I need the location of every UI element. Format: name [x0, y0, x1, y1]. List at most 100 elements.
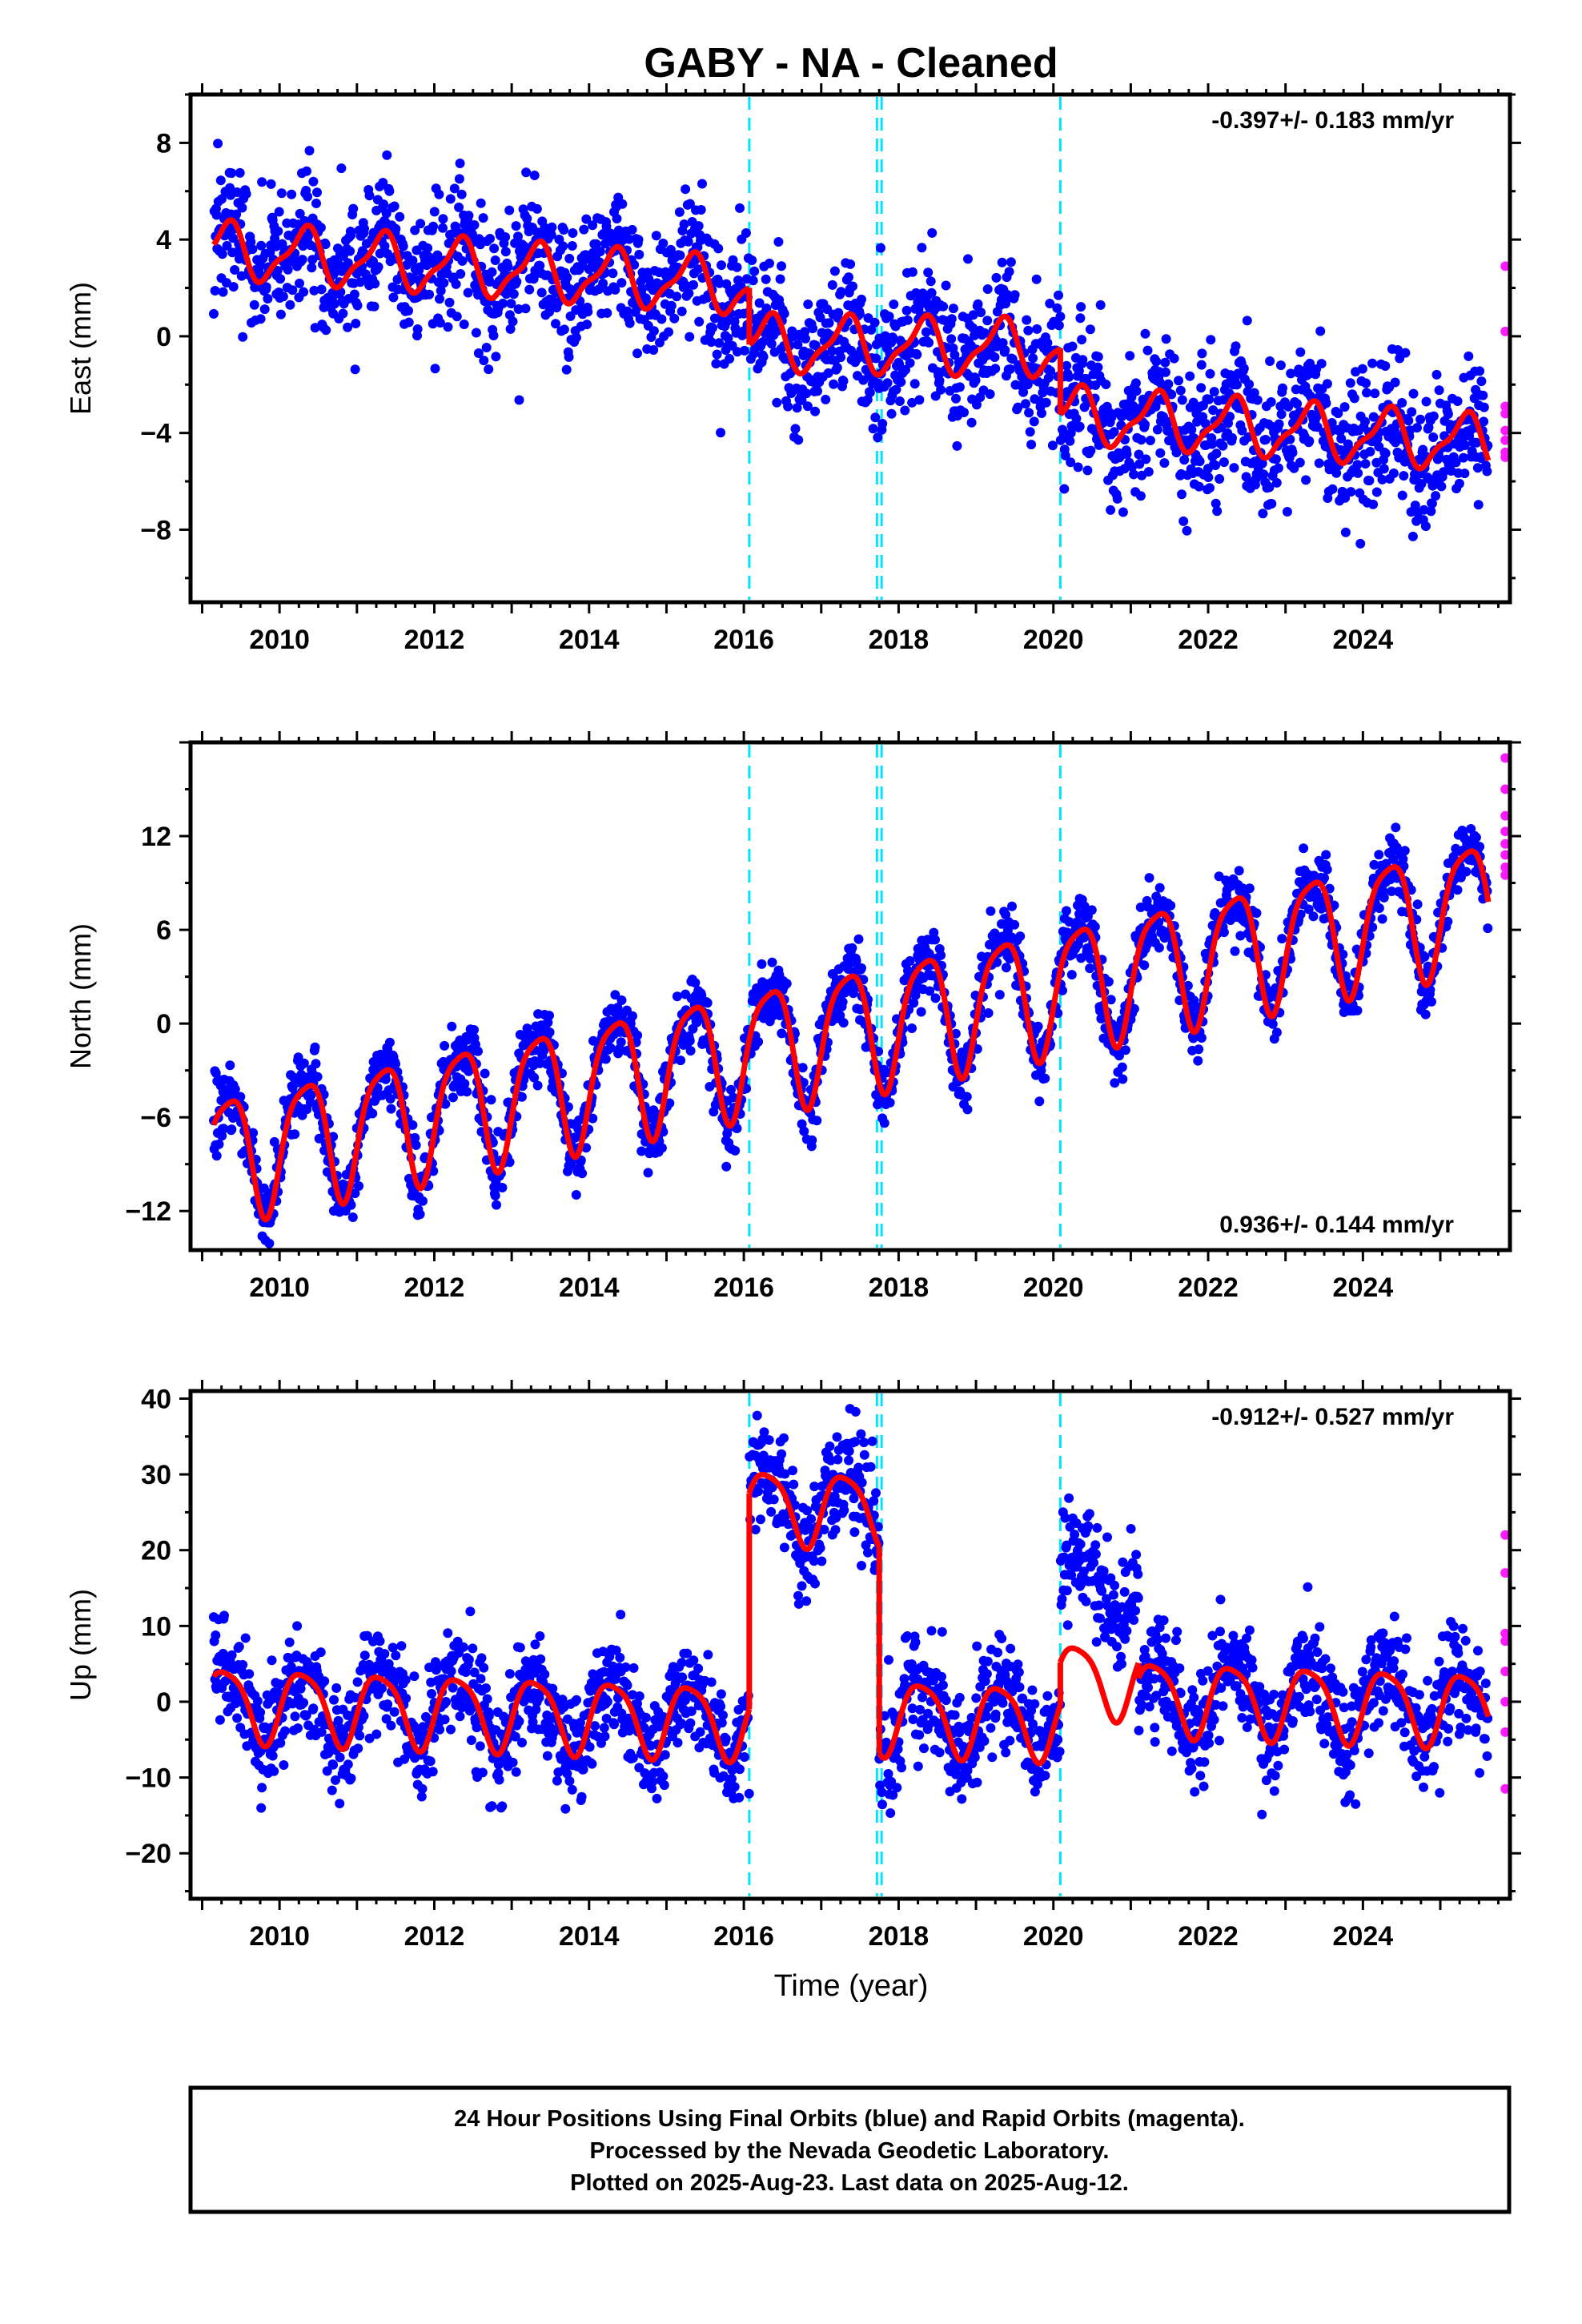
data-point [868, 424, 878, 434]
y-tick-label: −6 [140, 1103, 171, 1133]
data-point [524, 284, 535, 295]
data-point [991, 272, 1002, 283]
data-point [882, 378, 893, 388]
data-point [845, 259, 856, 269]
data-point [1040, 1073, 1050, 1084]
data-point [766, 339, 777, 349]
y-tick-label: 12 [141, 822, 171, 852]
data-point [702, 998, 713, 1008]
data-point [1196, 383, 1207, 393]
data-point [889, 300, 899, 309]
data-point [1169, 353, 1179, 364]
data-point [681, 184, 691, 195]
data-point [946, 334, 957, 344]
data-point [879, 1118, 889, 1128]
data-point [568, 228, 578, 238]
data-point [685, 332, 695, 342]
data-point [1163, 379, 1174, 389]
y-tick-label: 0 [156, 1009, 171, 1039]
data-point [464, 211, 474, 221]
data-point [290, 1129, 300, 1140]
data-point [765, 258, 774, 268]
data-point [1023, 325, 1034, 336]
data-point [739, 345, 749, 356]
data-point [1266, 397, 1276, 407]
data-point [275, 309, 286, 320]
data-point [693, 221, 704, 231]
x-tick-label: 2010 [249, 625, 310, 655]
data-point [1482, 466, 1492, 476]
data-point [456, 269, 466, 279]
data-point [480, 1068, 490, 1079]
data-point [1420, 521, 1431, 532]
data-point [1277, 934, 1287, 944]
data-point [665, 244, 676, 255]
data-point [838, 376, 849, 386]
data-point [1304, 436, 1315, 446]
data-point [1399, 471, 1409, 481]
data-point [713, 243, 724, 254]
data-point [299, 1058, 309, 1068]
panel-east: 2010 2012 2014 2016 2018 2020 2022 2024 −8−4048… [64, 83, 1521, 655]
data-point [767, 957, 777, 967]
data-point [990, 364, 1001, 374]
data-point [1161, 334, 1171, 344]
data-point [869, 317, 880, 328]
data-point [884, 312, 894, 322]
data-point [232, 187, 243, 197]
data-point [812, 1116, 822, 1126]
data-point [257, 177, 267, 187]
data-point [669, 313, 680, 324]
data-point [1000, 345, 1010, 356]
data-point [970, 375, 981, 385]
data-point [435, 318, 445, 328]
data-point [1345, 378, 1355, 388]
data-point [304, 146, 315, 156]
data-point [287, 285, 298, 296]
data-point [772, 397, 782, 408]
data-point [1160, 367, 1170, 377]
data-point [1093, 362, 1103, 372]
data-point [1427, 996, 1436, 1007]
data-point [347, 1212, 358, 1222]
data-point [1143, 467, 1154, 477]
data-point [924, 337, 934, 348]
data-point [445, 194, 456, 204]
data-point [658, 238, 669, 248]
data-point [1154, 883, 1165, 893]
data-point [854, 309, 865, 319]
data-point [777, 261, 786, 271]
data-point [888, 332, 897, 343]
data-point [1231, 341, 1241, 352]
data-point [316, 284, 327, 295]
x-tick-label: 2012 [404, 1273, 465, 1303]
data-point [210, 286, 220, 296]
data-point [697, 179, 707, 189]
data-point [308, 176, 319, 187]
data-point [1195, 456, 1205, 467]
data-point [307, 263, 317, 273]
data-point [711, 359, 721, 369]
data-point [982, 316, 993, 326]
data-point [617, 199, 628, 209]
data-point [484, 364, 494, 375]
data-point [1093, 352, 1103, 362]
data-point [873, 432, 883, 443]
data-point [1130, 378, 1141, 388]
data-point [319, 1676, 330, 1687]
data-point [395, 211, 405, 222]
data-point [595, 247, 605, 256]
data-point [1052, 303, 1062, 313]
data-point [230, 265, 240, 275]
data-point [1244, 379, 1255, 389]
data-point [1120, 1045, 1130, 1055]
data-point [926, 276, 936, 287]
data-point [295, 208, 305, 219]
data-point [455, 159, 465, 168]
data-point [1046, 366, 1055, 376]
data-point [1075, 313, 1086, 324]
data-point [1082, 465, 1093, 476]
data-point [256, 1803, 267, 1813]
data-point [211, 210, 222, 220]
data-point [311, 199, 321, 208]
